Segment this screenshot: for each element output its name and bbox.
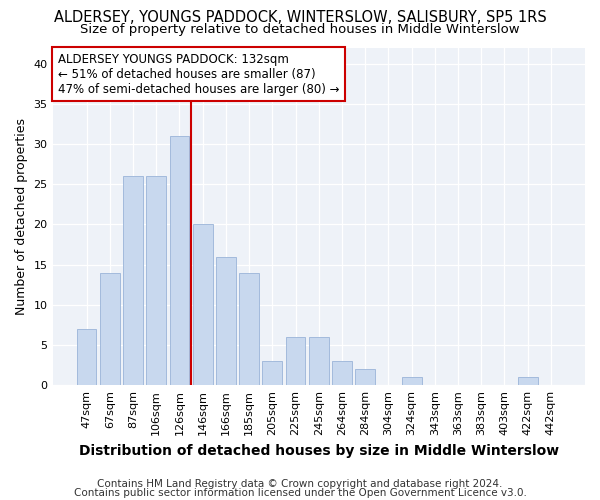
Bar xyxy=(123,176,143,385)
Text: ALDERSEY, YOUNGS PADDOCK, WINTERSLOW, SALISBURY, SP5 1RS: ALDERSEY, YOUNGS PADDOCK, WINTERSLOW, SA… xyxy=(53,10,547,25)
Bar xyxy=(146,176,166,385)
Bar xyxy=(216,256,236,385)
X-axis label: Distribution of detached houses by size in Middle Winterslow: Distribution of detached houses by size … xyxy=(79,444,559,458)
Bar xyxy=(170,136,190,385)
Bar xyxy=(309,337,329,385)
Bar xyxy=(262,361,282,385)
Bar xyxy=(332,361,352,385)
Text: ALDERSEY YOUNGS PADDOCK: 132sqm
← 51% of detached houses are smaller (87)
47% of: ALDERSEY YOUNGS PADDOCK: 132sqm ← 51% of… xyxy=(58,52,340,96)
Bar xyxy=(239,272,259,385)
Bar xyxy=(355,369,375,385)
Bar xyxy=(77,329,97,385)
Text: Contains HM Land Registry data © Crown copyright and database right 2024.: Contains HM Land Registry data © Crown c… xyxy=(97,479,503,489)
Bar xyxy=(286,337,305,385)
Bar xyxy=(518,377,538,385)
Y-axis label: Number of detached properties: Number of detached properties xyxy=(15,118,28,315)
Text: Size of property relative to detached houses in Middle Winterslow: Size of property relative to detached ho… xyxy=(80,22,520,36)
Bar xyxy=(100,272,119,385)
Bar xyxy=(193,224,212,385)
Text: Contains public sector information licensed under the Open Government Licence v3: Contains public sector information licen… xyxy=(74,488,526,498)
Bar xyxy=(402,377,422,385)
